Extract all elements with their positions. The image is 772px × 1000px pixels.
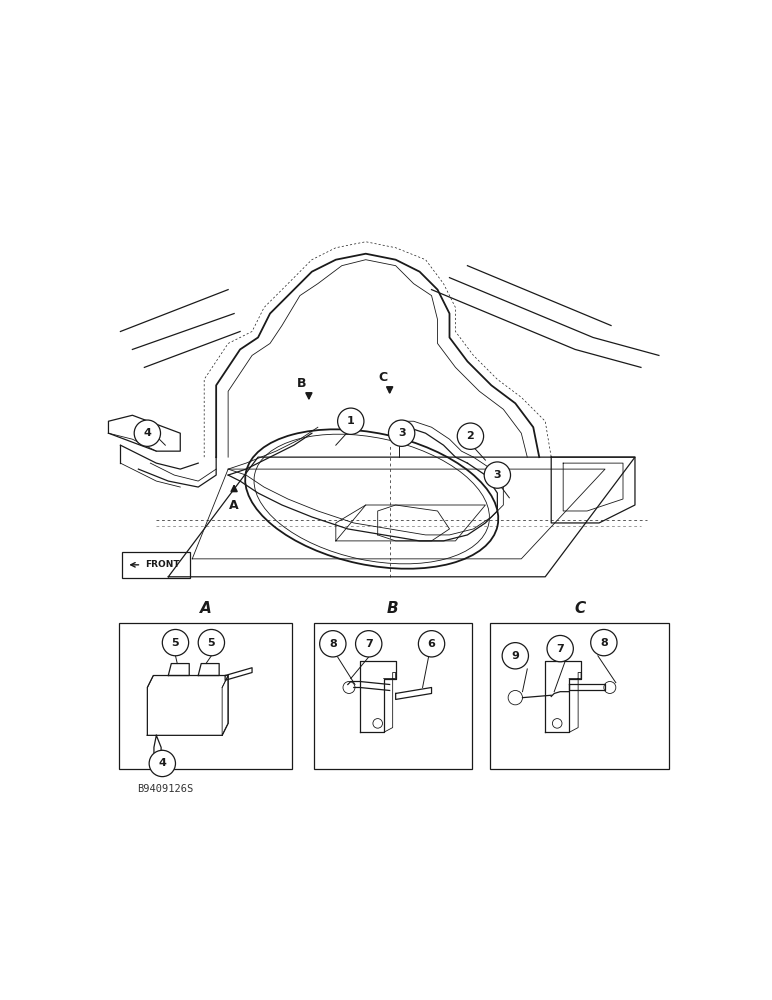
- Circle shape: [484, 462, 510, 488]
- Circle shape: [337, 408, 364, 434]
- Circle shape: [162, 629, 188, 656]
- Text: FRONT: FRONT: [145, 560, 180, 569]
- Circle shape: [418, 631, 445, 657]
- Circle shape: [388, 420, 415, 446]
- Text: 8: 8: [600, 638, 608, 648]
- Text: 4: 4: [158, 758, 166, 768]
- Text: C: C: [574, 601, 585, 616]
- Text: 5: 5: [208, 638, 215, 648]
- Circle shape: [502, 643, 529, 669]
- Text: 4: 4: [144, 428, 151, 438]
- Text: 2: 2: [466, 431, 474, 441]
- Circle shape: [320, 631, 346, 657]
- Circle shape: [356, 631, 382, 657]
- Text: C: C: [378, 371, 387, 384]
- Text: 5: 5: [171, 638, 179, 648]
- Circle shape: [198, 629, 225, 656]
- Text: 3: 3: [398, 428, 405, 438]
- Circle shape: [547, 635, 574, 662]
- Text: B: B: [297, 377, 306, 390]
- Text: A: A: [229, 499, 239, 512]
- Circle shape: [457, 423, 483, 449]
- Text: 7: 7: [557, 644, 564, 654]
- Text: B: B: [387, 601, 398, 616]
- Circle shape: [134, 420, 161, 446]
- Text: B9409126S: B9409126S: [137, 784, 194, 794]
- Circle shape: [591, 629, 617, 656]
- Text: 9: 9: [511, 651, 520, 661]
- Text: 6: 6: [428, 639, 435, 649]
- Text: 3: 3: [493, 470, 501, 480]
- Text: 1: 1: [347, 416, 354, 426]
- Text: 7: 7: [365, 639, 373, 649]
- Text: A: A: [200, 601, 212, 616]
- Text: 8: 8: [329, 639, 337, 649]
- Circle shape: [149, 750, 175, 777]
